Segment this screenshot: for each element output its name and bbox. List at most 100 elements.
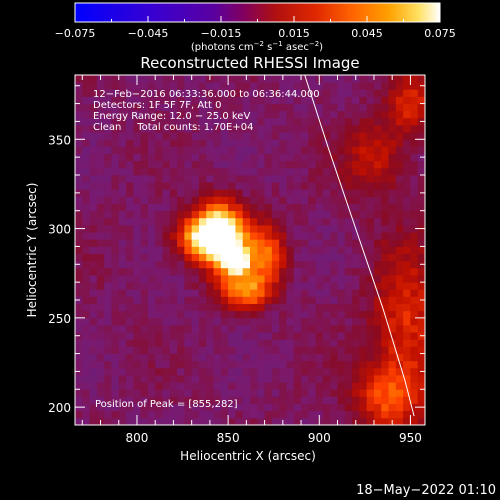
heatmap-cell (381, 389, 389, 397)
heatmap-cell (352, 103, 360, 112)
heatmap-cell (228, 196, 236, 204)
heatmap-cell (206, 225, 214, 233)
heatmap-cell (242, 96, 251, 104)
heatmap-cell (286, 210, 295, 219)
heatmap-cell (395, 417, 404, 425)
heatmap-cell (220, 132, 229, 140)
clean-counts-text: Clean Total counts: 1.70E+04 (93, 122, 253, 133)
heatmap-cell (293, 132, 302, 140)
heatmap-cell (213, 417, 222, 425)
heatmap-cell (279, 232, 287, 240)
heatmap-cell (286, 96, 295, 104)
heatmap-cell (271, 146, 280, 154)
heatmap-cell (162, 367, 171, 376)
heatmap-cell (104, 375, 112, 383)
heatmap-cell (213, 232, 222, 240)
heatmap-cell (96, 289, 105, 297)
heatmap-cell (89, 389, 98, 397)
heatmap-cell (133, 267, 142, 276)
heatmap-cell (147, 232, 156, 240)
heatmap-cell (147, 303, 156, 312)
heatmap-cell (286, 375, 295, 383)
heatmap-cell (169, 103, 178, 112)
heatmap-cell (301, 417, 309, 425)
heatmap-cell (271, 196, 280, 204)
colorbar-tick-label: −0.045 (128, 27, 169, 40)
heatmap-cell (257, 132, 265, 140)
heatmap-cell (228, 246, 236, 254)
heatmap-cell (381, 82, 389, 90)
heatmap-cell (242, 203, 251, 212)
heatmap-cell (279, 182, 287, 190)
heatmap-cell (89, 89, 98, 97)
heatmap-cell (162, 125, 171, 133)
heatmap-cell (126, 303, 134, 312)
heatmap-cell (403, 267, 411, 276)
heatmap-cell (198, 117, 207, 126)
heatmap-cell (301, 175, 309, 183)
heatmap-cell (352, 332, 360, 340)
heatmap-cell (352, 389, 360, 397)
heatmap-cell (75, 132, 83, 140)
heatmap-cell (184, 367, 193, 376)
heatmap-cell (198, 396, 207, 404)
heatmap-cell (257, 96, 265, 104)
heatmap-cell (344, 146, 353, 154)
heatmap-cell (89, 332, 98, 340)
heatmap-cell (271, 375, 280, 383)
heatmap-cell (220, 196, 229, 204)
heatmap-cell (133, 310, 142, 319)
heatmap-cell (89, 417, 98, 425)
heatmap-cell (293, 125, 302, 133)
heatmap-cell (308, 253, 317, 262)
heatmap-cell (213, 310, 222, 319)
heatmap-cell (359, 117, 368, 126)
heatmap-cell (352, 267, 360, 276)
heatmap-cell (140, 225, 149, 233)
heatmap-cell (352, 146, 360, 154)
heatmap-cell (155, 196, 163, 204)
heatmap-cell (198, 267, 207, 276)
heatmap-cell (330, 267, 338, 276)
heatmap-cell (155, 303, 163, 312)
heatmap-cell (96, 253, 105, 262)
heatmap-cell (410, 253, 419, 262)
heatmap-cell (228, 203, 236, 212)
heatmap-cell (264, 360, 273, 369)
heatmap-cell (213, 182, 222, 190)
heatmap-cell (257, 167, 265, 176)
heatmap-cell (417, 132, 425, 140)
heatmap-cell (388, 132, 397, 140)
heatmap-cell (344, 375, 353, 383)
heatmap-cell (133, 160, 142, 169)
heatmap-cell (147, 367, 156, 376)
plot-frame (74, 74, 426, 426)
heatmap-cell (381, 375, 389, 383)
heatmap-cell (417, 375, 425, 383)
heatmap-cell (82, 410, 90, 419)
heatmap-cell (126, 260, 134, 269)
heatmap-cell (155, 396, 163, 404)
x-tick-label: 900 (308, 431, 331, 445)
heatmap-cell (344, 282, 353, 290)
heatmap-cell (169, 160, 178, 169)
heatmap-cell (366, 360, 375, 369)
heatmap-cell (198, 275, 207, 283)
heatmap-cell (213, 403, 222, 412)
heatmap-cell (257, 410, 265, 419)
heatmap-cell (118, 317, 127, 326)
heatmap-cell (264, 139, 273, 147)
heatmap-cell (366, 303, 375, 312)
heatmap-cell (155, 96, 163, 104)
heatmap-cell (337, 267, 346, 276)
heatmap-cell (344, 360, 353, 369)
heatmap-cell (228, 253, 236, 262)
heatmap-cell (89, 82, 98, 90)
heatmap-cell (198, 160, 207, 169)
heatmap-cell (155, 339, 163, 347)
heatmap-cell (177, 182, 185, 190)
heatmap-cell (250, 160, 258, 169)
heatmap-cell (403, 232, 411, 240)
heatmap-cell (184, 360, 193, 369)
heatmap-cell (322, 260, 331, 269)
